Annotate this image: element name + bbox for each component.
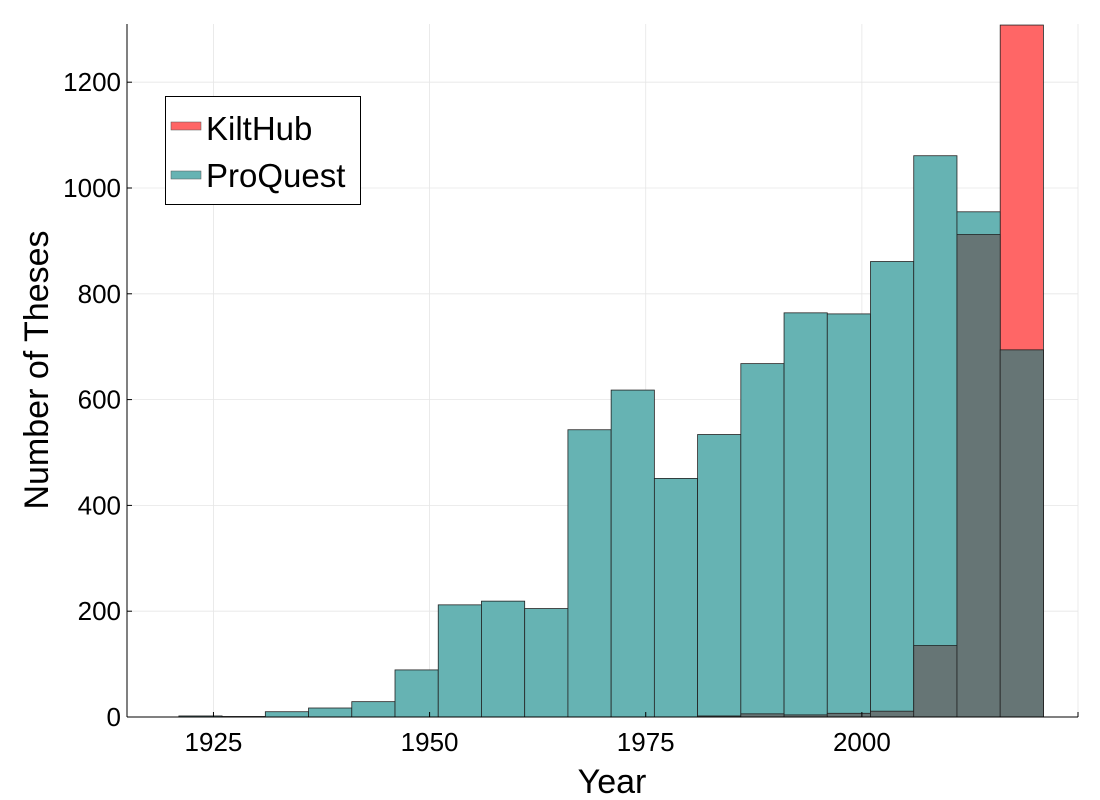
x-axis-label: Year xyxy=(578,763,647,800)
bar-proquest-1971 xyxy=(610,389,655,718)
legend-swatch-kilthub xyxy=(170,121,202,131)
y-axis-label: Number of Theses xyxy=(18,230,56,509)
y-tick-label: 1000 xyxy=(63,173,121,203)
x-tick-label: 1925 xyxy=(185,727,243,757)
x-tick-label: 2000 xyxy=(833,727,891,757)
bar-proquest-1976 xyxy=(653,478,699,718)
bar-proquest-1951 xyxy=(437,604,482,718)
x-tick-label: 1975 xyxy=(617,727,675,757)
legend-label-proquest: ProQuest xyxy=(206,157,345,194)
bar-proquest-2006 xyxy=(913,155,958,718)
y-tick-label: 1200 xyxy=(63,67,121,97)
axes xyxy=(126,24,1079,718)
bar-proquest-1941 xyxy=(351,701,396,718)
legend-swatch-proquest xyxy=(170,170,202,180)
bar-proquest-2001 xyxy=(870,261,915,718)
y-tick-label: 800 xyxy=(78,279,121,309)
y-tick-label: 400 xyxy=(78,490,121,520)
bar-overlap-1996 xyxy=(826,712,871,718)
bar-overlap-2001 xyxy=(870,710,915,718)
y-tick-label: 600 xyxy=(78,385,121,415)
bar-proquest-1936 xyxy=(308,707,353,718)
bar-proquest-1956 xyxy=(481,600,526,718)
legend-label-kilthub: KiltHub xyxy=(206,110,312,147)
bar-proquest-1931 xyxy=(264,711,309,718)
bar-proquest-1986 xyxy=(740,363,785,718)
series-proquest-bars xyxy=(178,155,1044,718)
legend: KiltHub ProQuest xyxy=(165,96,361,205)
y-tick-label: 0 xyxy=(107,702,121,732)
bar-proquest-1981 xyxy=(697,434,742,718)
bar-overlap-2016 xyxy=(999,349,1044,718)
y-tick-label: 200 xyxy=(78,596,121,626)
bar-proquest-1966 xyxy=(567,429,612,718)
bar-proquest-1996 xyxy=(826,313,871,718)
tick-labels: 1925 1950 1975 2000 0 200 400 600 800 1000 1200 xyxy=(63,67,891,757)
bar-proquest-1961 xyxy=(524,608,569,718)
bar-proquest-1946 xyxy=(394,669,439,718)
x-tick-label: 1950 xyxy=(401,727,459,757)
bar-overlap-2011 xyxy=(956,234,1001,718)
bar-proquest-1991 xyxy=(783,312,828,718)
series-overlap-bars xyxy=(697,234,1044,718)
bar-overlap-2006 xyxy=(913,645,958,718)
legend-box xyxy=(165,96,361,205)
